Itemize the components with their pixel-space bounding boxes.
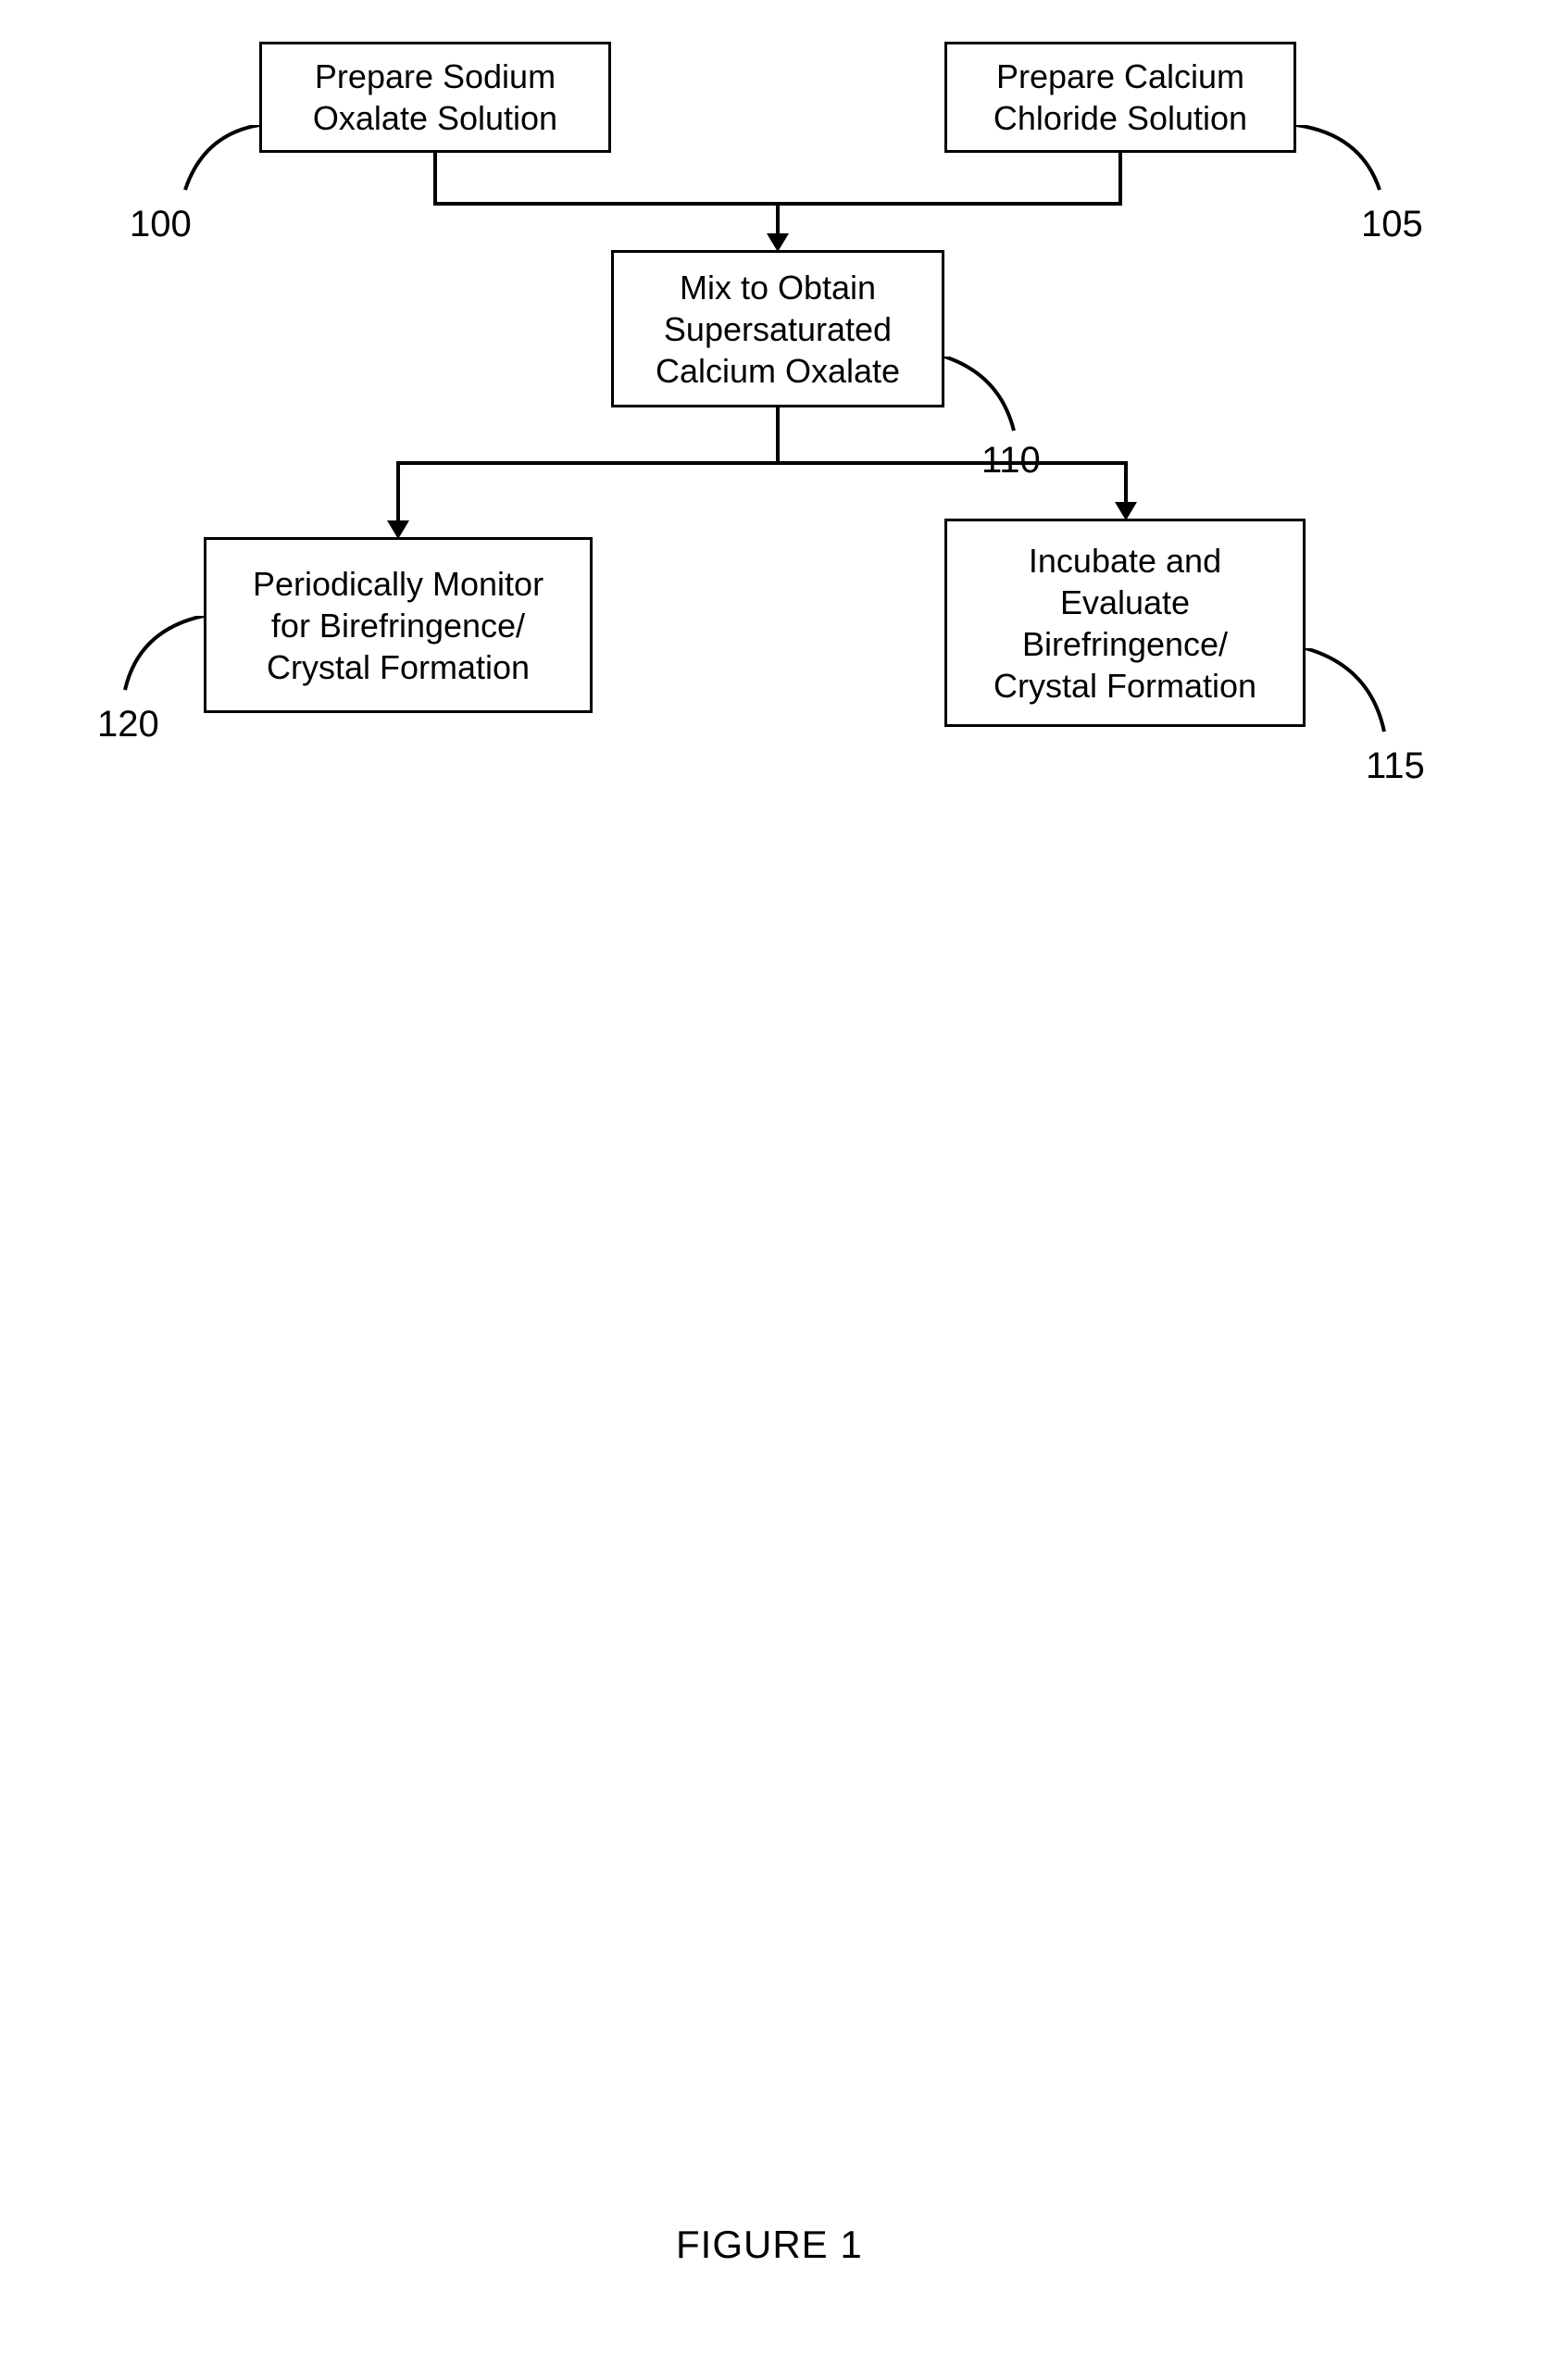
callout-curve-105 (1287, 125, 1398, 208)
node-text: Mix to Obtain Supersaturated Calcium Oxa… (656, 267, 900, 392)
node-text: Incubate and Evaluate Birefringence/ Cry… (993, 540, 1256, 707)
callout-label-100: 100 (130, 204, 192, 245)
callout-curve-100 (167, 125, 278, 208)
callout-label-120: 120 (97, 704, 159, 745)
node-prepare-sodium: Prepare Sodium Oxalate Solution (259, 42, 611, 153)
callout-label-115: 115 (1366, 745, 1425, 787)
connector-line (776, 202, 780, 237)
callout-label-105: 105 (1361, 204, 1423, 245)
callout-curve-120 (111, 616, 222, 708)
arrowhead-icon (387, 520, 409, 539)
connector-line (1124, 461, 1128, 506)
connector-line (776, 407, 780, 463)
node-prepare-calcium: Prepare Calcium Chloride Solution (944, 42, 1296, 153)
node-text: Prepare Calcium Chloride Solution (993, 56, 1247, 139)
callout-curve-115 (1296, 648, 1407, 750)
node-text: Periodically Monitor for Birefringence/ … (253, 563, 544, 688)
figure-caption: FIGURE 1 (676, 2223, 863, 2267)
callout-curve-110 (935, 357, 1046, 449)
connector-line (396, 461, 400, 524)
flowchart-container: Prepare Sodium Oxalate Solution 100 Prep… (93, 42, 1463, 764)
node-text: Prepare Sodium Oxalate Solution (313, 56, 557, 139)
connector-line (396, 461, 1128, 465)
connector-line (1118, 153, 1122, 204)
arrowhead-icon (1115, 502, 1137, 520)
connector-line (433, 153, 437, 204)
node-periodically-monitor: Periodically Monitor for Birefringence/ … (204, 537, 593, 713)
arrowhead-icon (767, 233, 789, 252)
node-incubate-evaluate: Incubate and Evaluate Birefringence/ Cry… (944, 519, 1306, 727)
node-mix-supersaturated: Mix to Obtain Supersaturated Calcium Oxa… (611, 250, 944, 407)
